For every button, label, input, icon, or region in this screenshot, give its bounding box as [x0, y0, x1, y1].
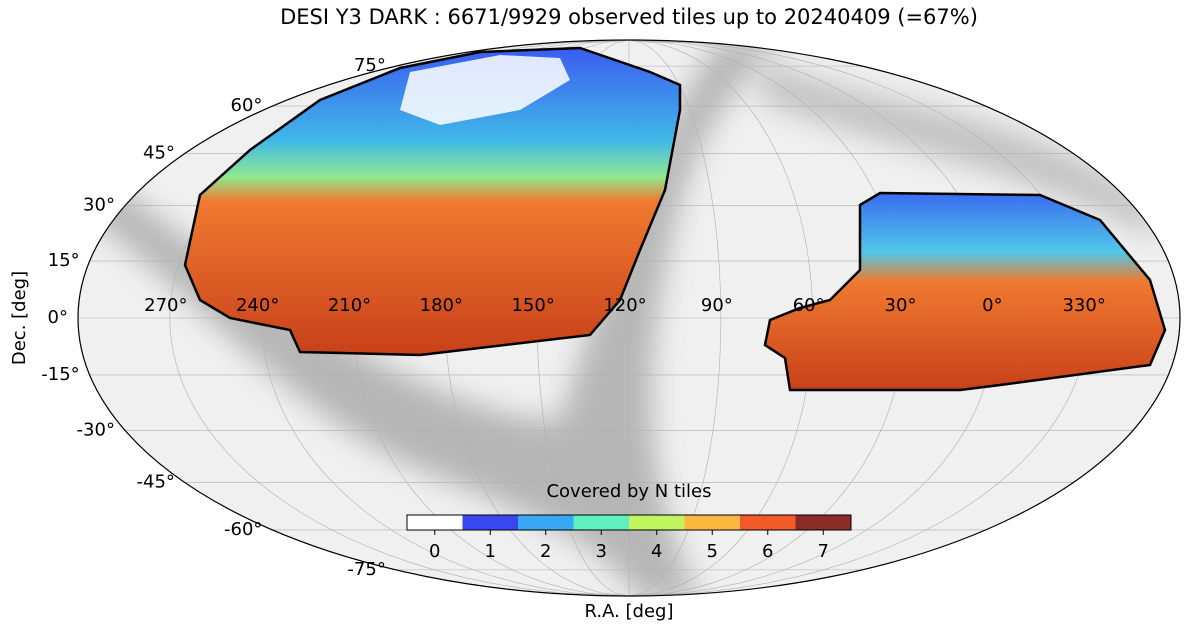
ra-tick-label: 210° [328, 295, 371, 316]
colorbar-tick-label: 1 [485, 541, 496, 562]
colorbar-frame [406, 514, 852, 531]
colorbar-cell [407, 515, 463, 530]
colorbar-tick-label: 7 [818, 541, 829, 562]
dec-tick-label: 45° [143, 142, 175, 163]
ra-tick-label: 60° [793, 295, 825, 316]
colorbar-tick-label: 3 [596, 541, 607, 562]
dec-tick-label: -60° [224, 519, 262, 540]
dec-tick-label: 15° [48, 250, 80, 271]
colorbar-tick-label: 4 [651, 541, 662, 562]
ra-tick-label: 150° [511, 295, 554, 316]
sky-outline [77, 39, 1181, 597]
colorbar-tick-label: 2 [540, 541, 551, 562]
colorbar-cell [462, 515, 518, 530]
ra-tick-label: 180° [420, 295, 463, 316]
ngc-hole [400, 55, 570, 125]
ra-tick-label: 90° [701, 295, 733, 316]
colorbar: 0 1 2 3 4 5 6 7 [406, 514, 852, 562]
y-axis-label: Dec. [deg] [9, 271, 30, 365]
ra-tick-label: 120° [603, 295, 646, 316]
colorbar-cell [573, 515, 629, 530]
ra-tick-label: 30° [885, 295, 917, 316]
dec-tick-label: -75° [347, 559, 385, 580]
ra-tick-label: 270° [144, 295, 187, 316]
ra-tick-label: 330° [1062, 295, 1105, 316]
x-axis-label: R.A. [deg] [585, 601, 674, 622]
dec-tick-label: 75° [354, 55, 386, 76]
dec-tick-label: 30° [83, 195, 115, 216]
ngc-footprint [183, 46, 682, 357]
colorbar-label: Covered by N tiles [546, 481, 711, 502]
ra-tick-label: 0° [982, 295, 1002, 316]
colorbar-cell [518, 515, 574, 530]
colorbar-cell [684, 515, 740, 530]
dec-tick-label: 60° [231, 95, 263, 116]
colorbar-tick-label: 0 [429, 541, 440, 562]
colorbar-cell [740, 515, 796, 530]
dec-tick-label: 0° [48, 307, 68, 328]
dec-tick-label: -45° [137, 472, 175, 493]
sgc-footprint [763, 191, 1167, 392]
colorbar-cell [629, 515, 685, 530]
dec-tick-label: -15° [41, 364, 79, 385]
colorbar-cell [795, 515, 851, 530]
colorbar-tick-label: 5 [707, 541, 718, 562]
dec-tick-label: -30° [77, 419, 115, 440]
title: DESI Y3 DARK : 6671/9929 observed tiles … [280, 5, 978, 29]
colorbar-tick-label: 6 [762, 541, 773, 562]
ra-tick-label: 240° [236, 295, 279, 316]
